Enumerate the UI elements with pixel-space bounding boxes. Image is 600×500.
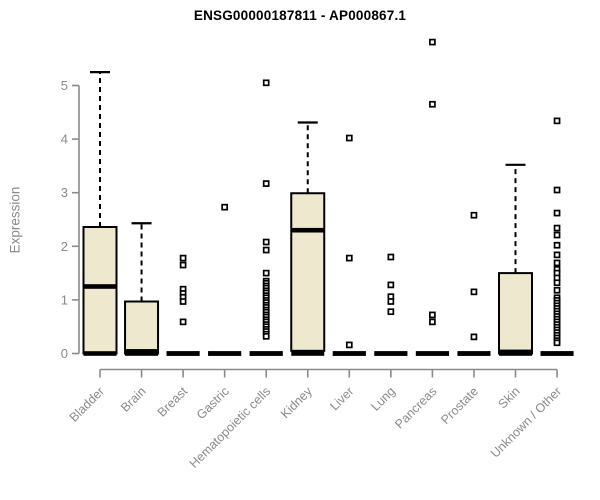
box-body — [498, 272, 533, 355]
outlier-point — [179, 254, 187, 262]
lower-staple — [83, 351, 117, 356]
median-line — [332, 351, 366, 356]
median-line — [208, 351, 242, 356]
x-tick-label-brain: Brain — [118, 384, 149, 415]
box-body — [290, 192, 326, 352]
y-tick-label: 3 — [61, 185, 68, 200]
outlier-point — [387, 281, 395, 289]
outlier-point — [429, 311, 436, 319]
outlier-point — [262, 180, 270, 187]
outlier-point — [179, 298, 187, 305]
outlier-point — [470, 333, 478, 341]
median-line — [540, 351, 574, 356]
box-brain — [124, 222, 160, 356]
x-tick-label-lung: Lung — [368, 384, 398, 414]
outlier-point — [179, 261, 187, 269]
outlier-point — [345, 254, 353, 262]
box-bladder — [82, 70, 118, 356]
outlier-point — [553, 259, 561, 267]
outlier-point — [553, 241, 561, 249]
box-prostate — [457, 211, 491, 356]
outlier-point — [553, 279, 561, 287]
outlier-point — [345, 134, 353, 142]
median-line — [166, 351, 200, 356]
outlier-point — [553, 117, 561, 125]
box-pancreas — [415, 38, 449, 356]
x-tick-label-kidney: Kidney — [278, 384, 315, 421]
x-tick-label-hematopoietic-cells: Hematopoietic cells — [187, 384, 274, 471]
outlier-point — [553, 209, 561, 217]
x-tick-label-gastric: Gastric — [194, 384, 232, 422]
x-tick-label-breast: Breast — [155, 384, 191, 420]
box-skin — [498, 163, 533, 356]
box-hematopoietic-cells — [249, 79, 283, 356]
box-lung — [374, 253, 408, 356]
median-line — [415, 351, 449, 356]
y-tick-label: 1 — [61, 292, 68, 307]
y-tick-label: 5 — [61, 78, 68, 93]
box-liver — [332, 134, 366, 356]
outlier-point — [553, 251, 561, 259]
outlier-point — [179, 318, 187, 326]
x-tick-label-liver: Liver — [327, 384, 356, 413]
box-body — [82, 226, 118, 355]
outlier-point — [262, 269, 270, 277]
outlier-point — [470, 288, 478, 296]
x-tick-label-pancreas: Pancreas — [392, 384, 439, 431]
y-tick-label: 4 — [61, 132, 68, 147]
median-line — [291, 227, 325, 233]
x-tick-label-prostate: Prostate — [438, 384, 481, 427]
x-tick-label-unknown-other: Unknown / Other — [488, 384, 564, 460]
outlier-point — [387, 308, 395, 316]
outlier-point — [262, 79, 270, 87]
median-line — [83, 284, 117, 289]
median-line — [249, 351, 283, 356]
outlier-point — [429, 100, 436, 108]
y-tick-label: 2 — [61, 239, 68, 254]
outlier-point — [553, 286, 561, 294]
outlier-point — [429, 38, 436, 46]
box-kidney — [290, 121, 326, 356]
median-line — [374, 351, 408, 356]
box-body — [124, 300, 160, 355]
outlier-point — [553, 186, 561, 194]
median-line — [457, 351, 491, 356]
outlier-point — [429, 318, 436, 326]
outlier-point — [553, 339, 561, 347]
outlier-point — [387, 253, 395, 261]
outlier-point — [262, 238, 270, 246]
outlier-point — [262, 332, 270, 340]
box-unknown-other — [540, 117, 574, 356]
outlier-point — [470, 211, 478, 219]
outlier-point — [262, 246, 270, 254]
y-axis: 0 1 2 3 4 5 — [61, 78, 80, 361]
box-breast — [166, 254, 200, 356]
chart-title: ENSG00000187811 - AP000867.1 — [193, 8, 407, 23]
outlier-point — [553, 231, 561, 239]
outlier-point — [221, 203, 228, 211]
box-gastric — [208, 203, 242, 356]
outlier-point — [553, 224, 561, 232]
median-line — [499, 349, 532, 355]
median-line — [125, 349, 159, 354]
x-tick-label-skin: Skin — [496, 384, 523, 411]
lower-staple — [291, 351, 325, 356]
x-tick-label-bladder: Bladder — [67, 384, 107, 424]
outlier-point — [387, 298, 395, 305]
outlier-point — [345, 341, 353, 349]
y-tick-label: 0 — [61, 346, 68, 361]
